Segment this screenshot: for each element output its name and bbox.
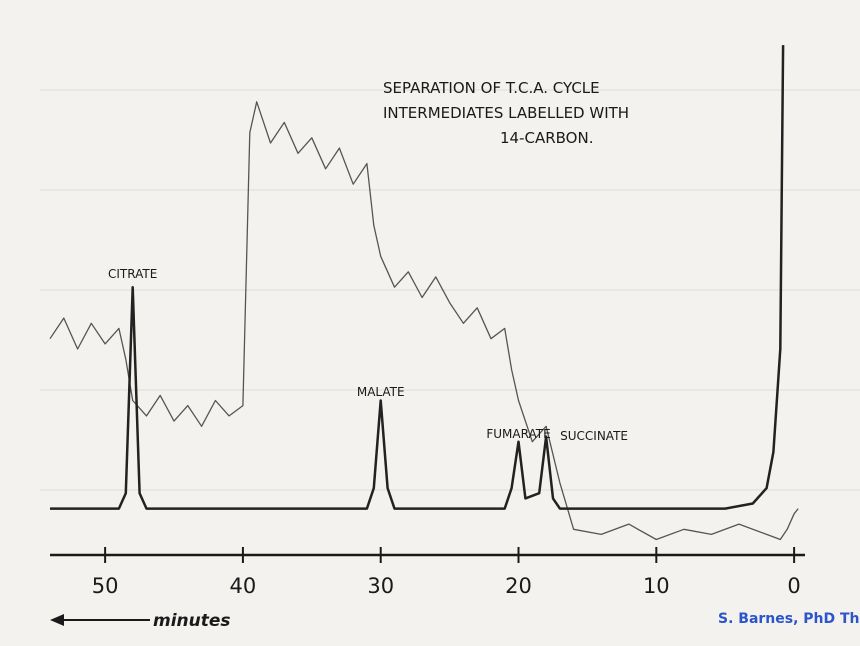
credit: S. Barnes, PhD Th bbox=[718, 611, 860, 627]
chart-title: 14-CARBON. bbox=[500, 129, 593, 147]
peak-label: FUMARATE bbox=[486, 427, 550, 441]
peak-label: CITRATE bbox=[108, 267, 157, 281]
chart-title: SEPARATION OF T.C.A. CYCLE bbox=[383, 79, 600, 97]
peak-label: MALATE bbox=[357, 385, 405, 399]
x-tick-label: 30 bbox=[367, 574, 394, 598]
trace bbox=[50, 45, 785, 510]
x-tick-label: 10 bbox=[643, 574, 670, 598]
peak-label: SUCCINATE bbox=[560, 429, 628, 443]
x-axis-label: minutes bbox=[153, 611, 231, 631]
x-tick-label: 20 bbox=[505, 574, 532, 598]
chart-title: INTERMEDIATES LABELLED WITH bbox=[383, 104, 629, 122]
arrow-head bbox=[50, 614, 64, 626]
x-tick-label: 40 bbox=[230, 574, 257, 598]
faint-grid bbox=[40, 89, 860, 491]
x-tick-label: 0 bbox=[787, 574, 800, 598]
trace bbox=[49, 101, 799, 541]
x-tick-label: 50 bbox=[92, 574, 119, 598]
